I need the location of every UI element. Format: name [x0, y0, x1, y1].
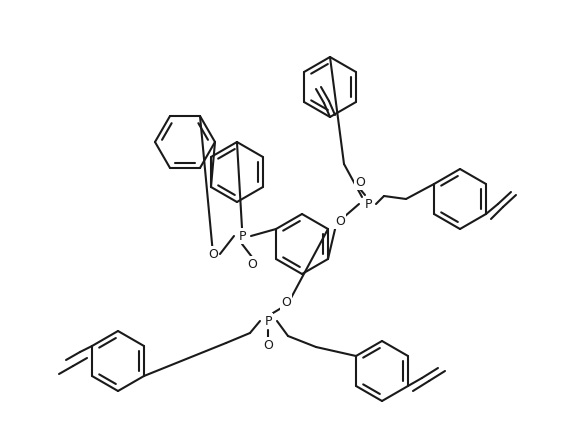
Text: P: P: [238, 230, 246, 243]
Text: O: O: [208, 248, 218, 261]
Text: O: O: [247, 258, 257, 271]
Text: O: O: [355, 176, 365, 189]
Text: O: O: [263, 339, 273, 352]
Text: P: P: [364, 198, 371, 211]
Text: O: O: [335, 215, 345, 228]
Text: P: P: [264, 315, 272, 328]
Text: O: O: [281, 296, 291, 309]
